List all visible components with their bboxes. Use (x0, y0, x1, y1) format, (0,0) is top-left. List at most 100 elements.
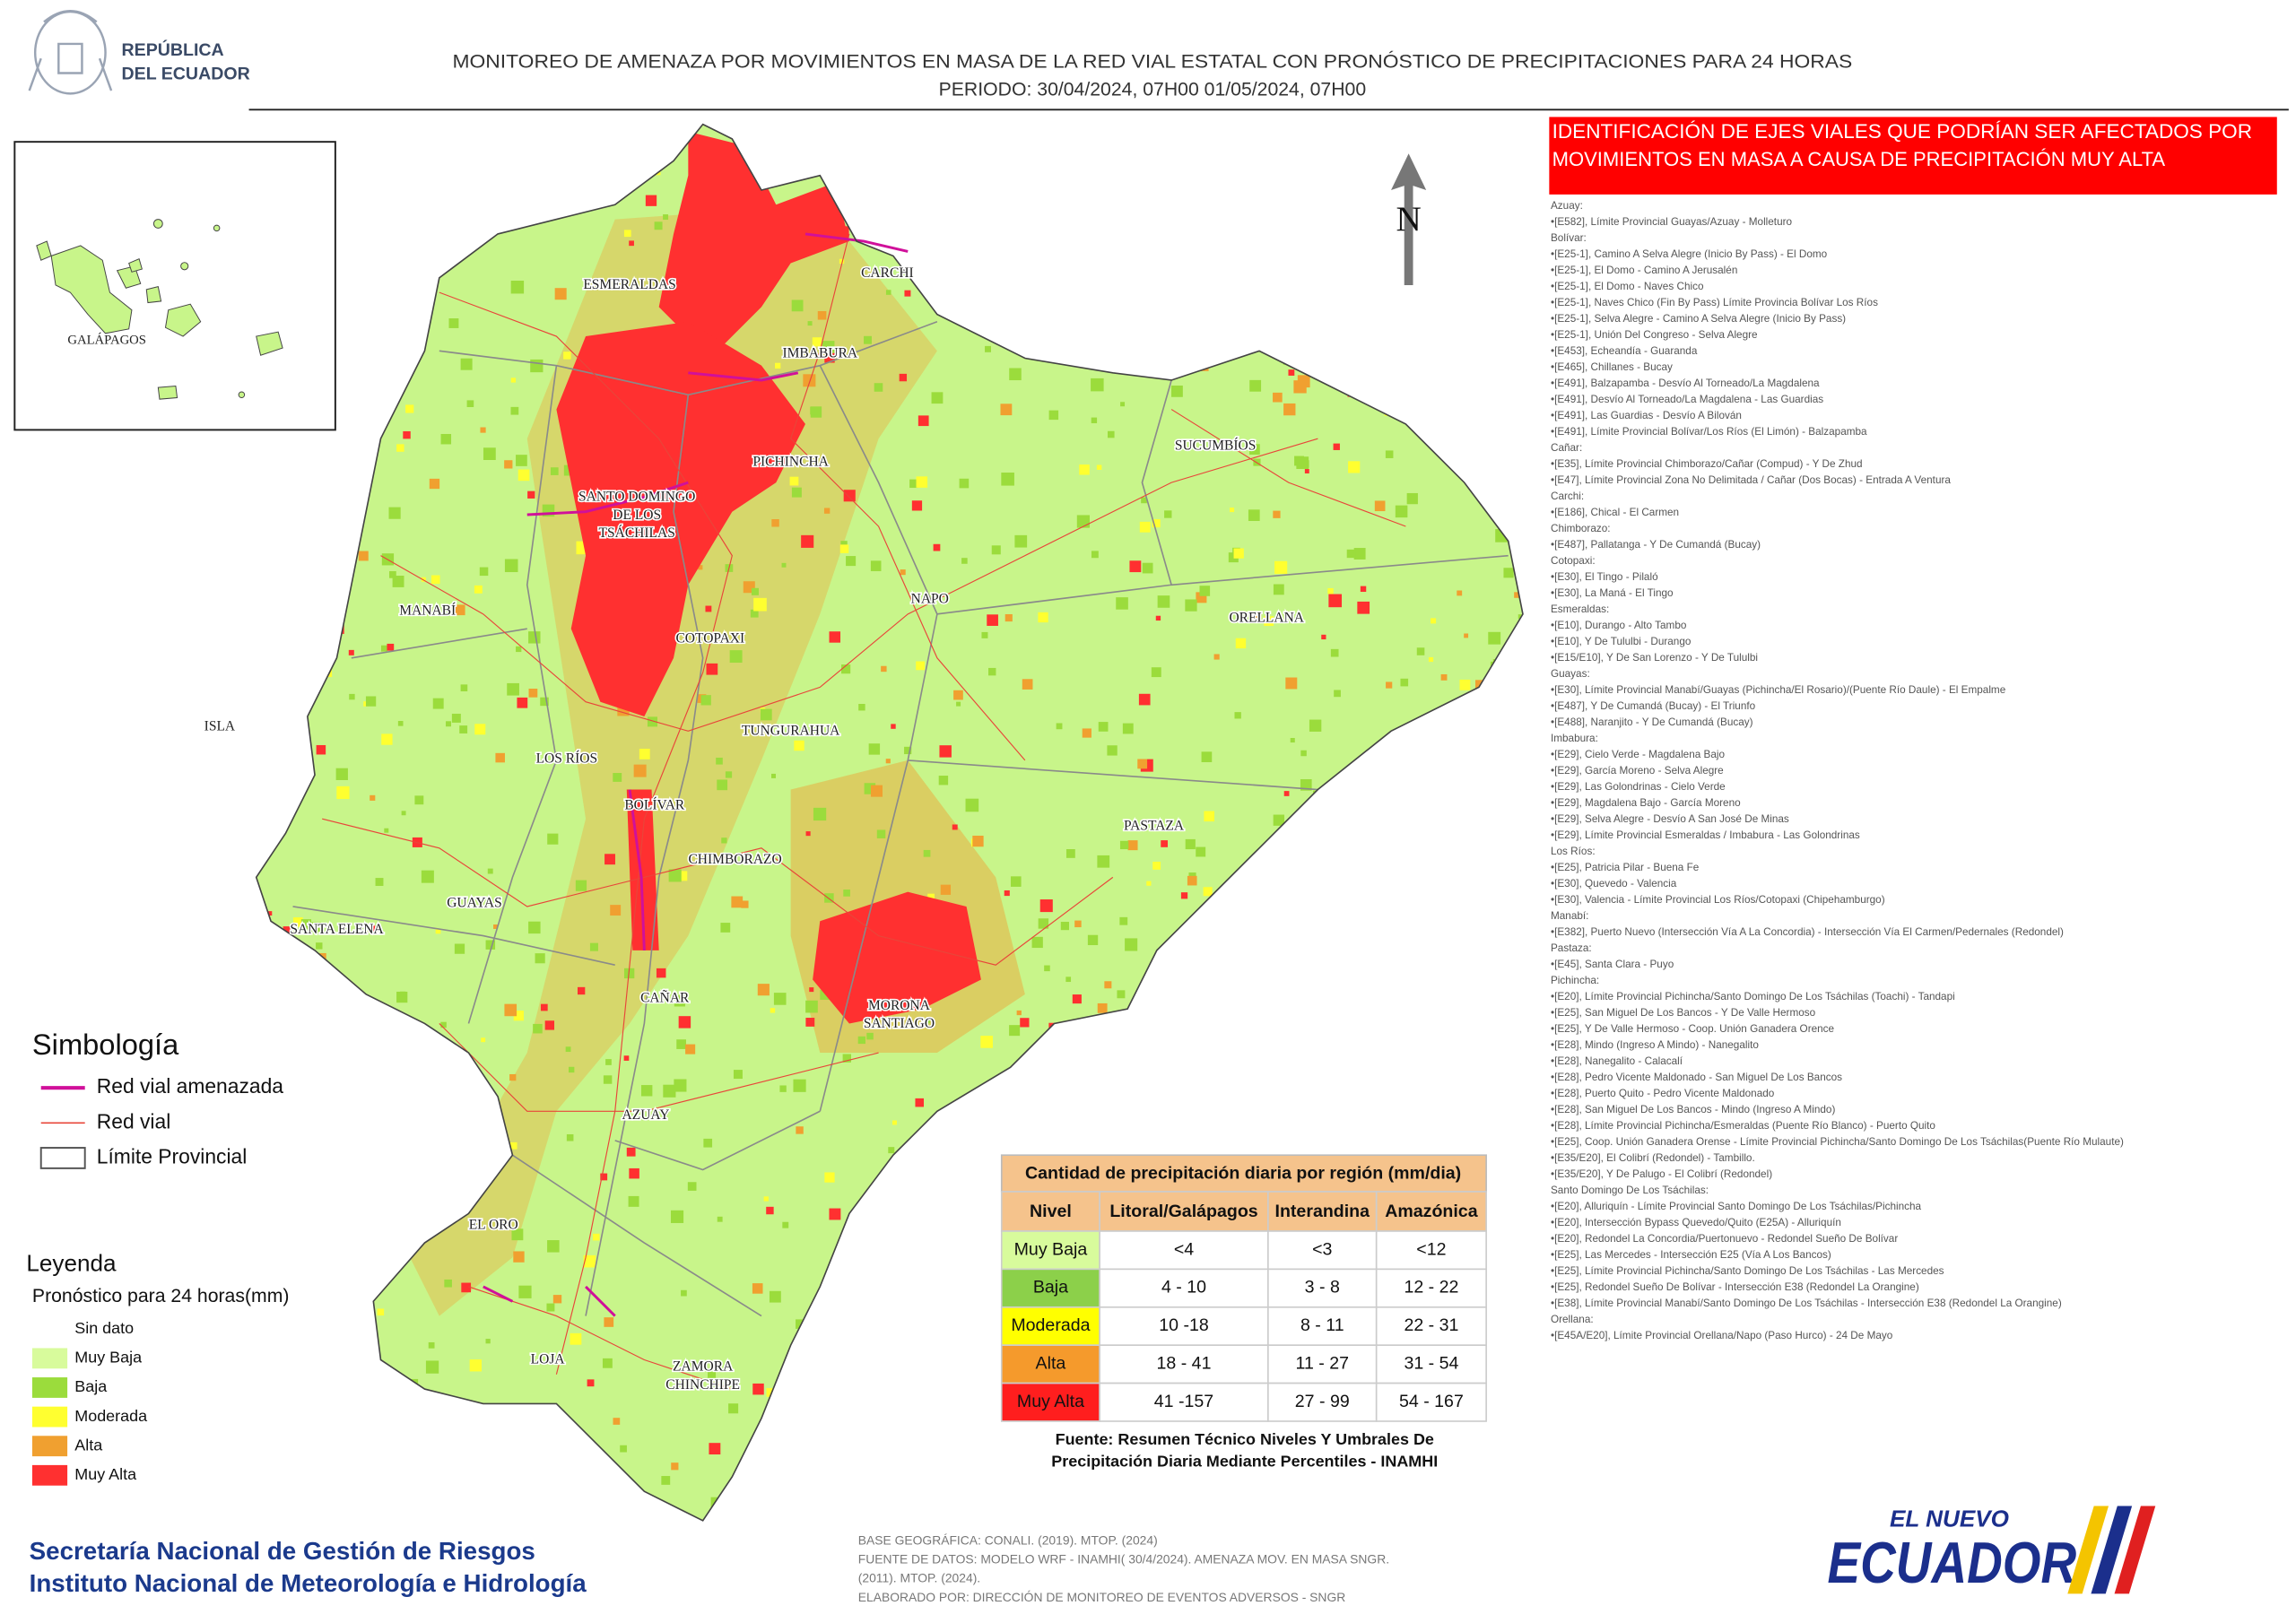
institution: Secretaría Nacional de Gestión de Riesgo… (30, 1537, 535, 1565)
precip-cell (938, 776, 949, 785)
road-item: •[E30], La Maná - El Tingo (1551, 587, 1674, 599)
precip-cell (1503, 568, 1514, 578)
precip-cell (1422, 907, 1434, 919)
precip-cell (839, 544, 849, 553)
precip-cell (1327, 587, 1334, 595)
precip-cell (1294, 456, 1304, 466)
precip-cell (1300, 779, 1312, 791)
precip-cell (423, 282, 431, 291)
road-item: •[E25-1], Naves Chico (Fin By Pass) Lími… (1551, 297, 1878, 308)
precip-cell (256, 1315, 262, 1324)
road-item: •[E25], Límite Provincial Pichincha/Sant… (1551, 1265, 1944, 1277)
precip-cell (1220, 1491, 1233, 1505)
precip-cell (308, 486, 319, 497)
table-cell-text: 41 -157 (1154, 1392, 1213, 1411)
precip-cell (322, 1141, 330, 1150)
logo-top: EL NUEVO (1890, 1506, 2009, 1532)
precip-cell (335, 1018, 344, 1027)
precip-cell (1024, 165, 1038, 178)
precip-cell (1157, 595, 1170, 608)
road-item: Los Ríos: (1551, 846, 1596, 857)
precip-cell (1510, 276, 1521, 287)
precip-cell (316, 744, 326, 755)
precip-cell (1283, 403, 1296, 416)
region-label: SUCUMBÍOS (1175, 438, 1257, 453)
precip-cell (1228, 552, 1239, 563)
road-item: •[E29], Cielo Verde - Magdalena Bajo (1551, 749, 1726, 760)
legend-label: Baja (74, 1377, 107, 1395)
table-cell-text: 18 - 41 (1157, 1354, 1212, 1374)
road-item: •[E25], San Miguel De Los Bancos - Y De … (1551, 1007, 1816, 1019)
precip-cell (563, 352, 571, 360)
precip-cell (668, 869, 682, 882)
precip-cell (1474, 171, 1481, 178)
precip-cell (1288, 369, 1295, 376)
precip-cell (446, 721, 451, 727)
precip-cell (275, 582, 286, 593)
precip-cell (1518, 1256, 1523, 1263)
road-item: Santo Domingo De Los Tsáchilas: (1551, 1185, 1709, 1196)
precip-cell (885, 290, 891, 295)
precip-cell (663, 214, 669, 221)
precip-cell (1526, 909, 1535, 918)
road-item: •[E25-1], El Domo - Camino A Jerusalén (1551, 265, 1737, 276)
precip-cell (296, 1302, 309, 1315)
table-source: Fuente: Resumen Técnico Niveles Y Umbral… (1056, 1430, 1434, 1448)
precip-cell (256, 1155, 257, 1164)
precip-cell (504, 1003, 517, 1017)
precip-cell (787, 136, 796, 145)
precip-cell (1082, 728, 1091, 738)
precip-cell (1479, 893, 1490, 904)
precip-cell (1529, 1188, 1540, 1199)
precip-cell (1444, 133, 1457, 146)
precip-cell (432, 698, 444, 709)
precip-cell (421, 577, 426, 582)
precip-cell (440, 1021, 447, 1028)
precip-cell (1120, 402, 1126, 407)
precip-cell (1035, 1509, 1048, 1521)
table-cell-text: 3 - 8 (1305, 1278, 1340, 1298)
precip-cell (794, 740, 804, 751)
precip-cell (628, 117, 635, 125)
precip-cell (805, 831, 811, 837)
precip-cell (674, 995, 685, 1007)
region-label: PASTAZA (1124, 818, 1185, 833)
road-item: •[E25], Patricia Pilar - Buena Fe (1551, 862, 1699, 873)
precip-cell (803, 374, 816, 387)
precip-cell (1020, 1018, 1030, 1028)
precip-cell (1196, 592, 1207, 603)
precip-cell (851, 1256, 862, 1267)
precip-cell (728, 1403, 739, 1414)
precip-cell (1332, 1063, 1337, 1069)
precip-cell (766, 1206, 774, 1215)
precip-cell (1273, 510, 1281, 518)
region-label-line: CHINCHIPE (665, 1377, 740, 1393)
credit: BASE GEOGRÁFICA: CONALI. (2019). MTOP. (… (858, 1532, 1158, 1547)
precip-cell (1233, 548, 1244, 559)
precip-cell (990, 1175, 997, 1182)
road-item: •[E30], El Tingo - Pilaló (1551, 571, 1658, 583)
precip-cell (535, 953, 545, 964)
table-cell (1000, 1230, 1100, 1271)
precip-cell (980, 1036, 993, 1048)
table-cell-text: 27 - 99 (1295, 1392, 1350, 1411)
table-cell-text: <12 (1416, 1239, 1446, 1259)
precip-cell (1294, 131, 1308, 144)
coat-of-arms (28, 10, 113, 95)
precip-cell (770, 1008, 776, 1013)
legend-label: Sin dato (74, 1319, 134, 1337)
precip-cell (1526, 1211, 1536, 1221)
precip-cell (487, 868, 493, 874)
precip-cell (341, 1499, 348, 1506)
precip-cell (773, 993, 787, 1005)
precip-cell (1004, 890, 1010, 897)
precip-cell (1416, 766, 1430, 778)
region-label-line: DE LOS (613, 507, 661, 522)
precip-cell (1414, 1089, 1427, 1103)
precip-cell (1438, 1448, 1446, 1456)
precip-cell (1119, 840, 1129, 850)
precip-cell (823, 508, 831, 514)
precip-cell (1430, 181, 1438, 189)
precip-cell (1097, 172, 1103, 178)
road-item: •[E491], Balzapamba - Desvío Al Torneado… (1551, 378, 1820, 389)
